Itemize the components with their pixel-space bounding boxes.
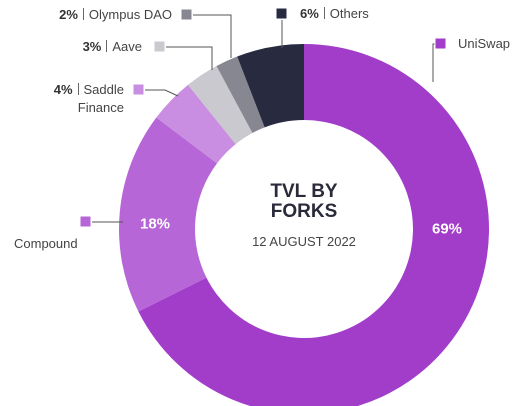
value-label: 69% xyxy=(431,220,463,238)
value-label: 18% xyxy=(139,215,171,233)
legend-swatch xyxy=(79,215,92,228)
legend-swatch xyxy=(275,7,288,20)
chart-title: TVL BY FORKS xyxy=(270,181,338,222)
slice-label: Compound xyxy=(14,235,78,253)
category-label: Olympus DAO xyxy=(88,7,172,22)
category-label: UniSwap xyxy=(458,36,511,51)
legend-swatch xyxy=(153,40,166,53)
value-label: 4% xyxy=(53,82,73,97)
category-label: Others xyxy=(329,6,369,21)
separator xyxy=(77,83,79,95)
donut-slice xyxy=(188,66,253,145)
value-label: 6% xyxy=(300,6,319,21)
category-label: Saddle Finance xyxy=(77,82,124,115)
separator xyxy=(106,40,108,52)
separator xyxy=(323,7,325,19)
legend-swatch xyxy=(180,8,193,21)
separator xyxy=(82,8,84,20)
category-label: Aave xyxy=(112,39,142,54)
value-label: 3% xyxy=(82,39,102,54)
slice-label: 3% Aave xyxy=(83,38,142,56)
leader-line xyxy=(145,89,179,97)
leader-line xyxy=(432,43,441,82)
category-label: Compound xyxy=(14,236,78,251)
legend-swatch xyxy=(434,37,447,50)
slice-label: UniSwap xyxy=(458,35,510,53)
donut-slice xyxy=(138,44,489,406)
leader-line xyxy=(166,46,213,70)
slice-label: 2% Olympus DAO xyxy=(59,6,172,24)
chart-subtitle: 12 AUGUST 2022 xyxy=(252,234,356,249)
donut-slice xyxy=(118,117,218,312)
value-label: 2% xyxy=(59,7,78,22)
leader-line xyxy=(193,14,232,58)
slice-label: 4% Saddle Finance xyxy=(38,81,124,117)
slice-label: 6% Others xyxy=(300,5,369,23)
donut-slice xyxy=(156,84,236,164)
donut-slice xyxy=(216,56,265,133)
donut-slice xyxy=(237,44,304,128)
legend-swatch xyxy=(132,83,145,96)
center-text: TVL BY FORKS 12 AUGUST 2022 xyxy=(224,181,384,250)
